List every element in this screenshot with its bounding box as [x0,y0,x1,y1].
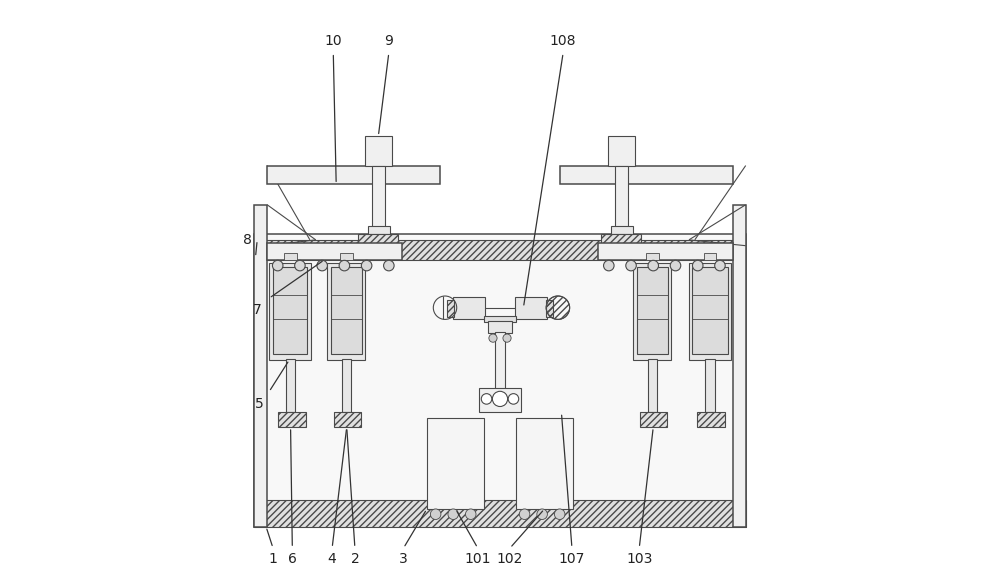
Bar [560,166,733,184]
Text: 103: 103 [626,552,652,566]
Bar [286,359,295,412]
Bar [516,418,573,509]
Text: 9: 9 [384,34,393,48]
Bar [427,418,484,509]
Bar [368,226,390,234]
Bar [640,412,667,427]
Text: 7: 7 [253,303,262,317]
Bar [372,166,385,228]
Text: 1: 1 [269,552,277,566]
Bar [598,243,733,260]
Text: 10: 10 [324,34,342,48]
Circle shape [626,260,636,271]
Bar [254,500,746,526]
Circle shape [448,509,458,519]
Text: 6: 6 [288,552,297,566]
Bar [453,297,485,319]
Bar [284,253,297,260]
Circle shape [554,509,565,519]
Text: 107: 107 [559,552,585,566]
Circle shape [361,260,372,271]
Bar [334,412,361,427]
Circle shape [317,260,327,271]
Bar [342,359,351,412]
Bar [689,263,731,360]
Bar [340,253,353,260]
Circle shape [670,260,681,271]
Bar [733,205,746,526]
Circle shape [692,260,703,271]
Circle shape [465,509,476,519]
Bar [331,267,362,354]
Bar [705,359,715,412]
Bar [608,136,635,166]
Bar [256,240,744,260]
Bar [692,267,728,354]
Circle shape [503,334,511,342]
Bar [515,297,547,319]
Circle shape [384,260,394,271]
Circle shape [537,509,547,519]
Text: 102: 102 [497,552,523,566]
Bar [273,267,307,354]
Bar [495,332,505,389]
Circle shape [272,260,283,271]
Bar [254,205,267,526]
Text: 101: 101 [465,552,491,566]
Bar [615,166,628,228]
Text: 8: 8 [243,233,252,247]
Bar [267,166,440,184]
Bar [358,234,398,252]
Bar [269,263,311,360]
Bar [646,253,659,260]
Circle shape [715,260,725,271]
Bar [484,316,516,322]
Circle shape [648,260,659,271]
Bar [365,136,392,166]
Circle shape [481,394,492,404]
Circle shape [295,260,305,271]
Bar [267,243,402,260]
Text: 2: 2 [351,552,359,566]
Bar [546,300,553,317]
Bar [637,267,668,354]
Circle shape [430,509,441,519]
Bar [611,226,633,234]
Bar [254,234,746,526]
Bar [601,234,641,252]
Circle shape [489,334,497,342]
Circle shape [519,509,530,519]
Bar [479,388,521,412]
Circle shape [508,394,519,404]
Bar [278,412,306,427]
Circle shape [604,260,614,271]
Text: 5: 5 [255,397,263,411]
Bar [704,253,716,260]
Text: 108: 108 [550,34,576,48]
Text: 4: 4 [328,552,336,566]
Circle shape [492,391,508,407]
Circle shape [339,260,350,271]
Text: 3: 3 [399,552,408,566]
Bar [327,263,365,360]
Bar [447,300,454,317]
Bar [633,263,671,360]
Bar [648,359,657,412]
Bar [488,321,512,333]
Bar [697,412,725,427]
